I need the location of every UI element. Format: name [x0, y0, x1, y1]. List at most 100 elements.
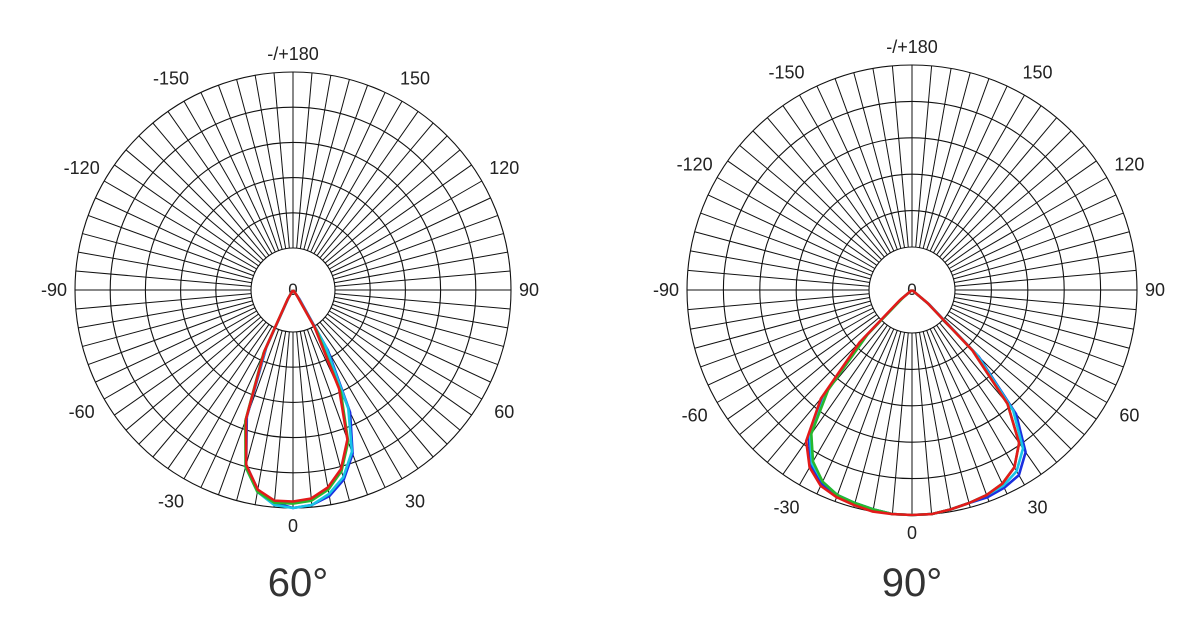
grid-spoke — [87, 214, 254, 277]
grid-spoke — [942, 130, 1072, 260]
polar-chart-90: 90° -/+180 -150 150 -120 120 -90 90 -60 60 -30 30 0… — [653, 37, 1165, 605]
center-label: 0 — [288, 280, 297, 299]
center-label: 0 — [907, 280, 916, 299]
grid-spoke — [254, 75, 287, 249]
grid-spoke — [872, 68, 906, 248]
grid-spoke — [707, 307, 874, 386]
grid-spoke — [816, 85, 895, 252]
grid-spoke — [954, 269, 1137, 287]
grid-spoke — [700, 304, 872, 368]
angle-label: 0 — [288, 516, 298, 536]
angle-label: -/+180 — [886, 37, 938, 57]
grid-spoke — [700, 212, 872, 276]
grid-spoke — [939, 117, 1058, 258]
grid-spoke — [929, 85, 1008, 252]
grid-spoke — [939, 322, 1058, 463]
grid-spoke — [954, 296, 1134, 330]
grid-spoke — [167, 324, 270, 469]
grid-spoke — [946, 160, 1097, 266]
grid-spoke — [915, 332, 933, 515]
angle-label: -120 — [64, 158, 100, 178]
grid-spoke — [296, 331, 313, 508]
grid-spoke — [334, 251, 508, 284]
grid-spoke — [316, 324, 419, 469]
grid-spoke — [95, 307, 256, 383]
angle-label: 90 — [1145, 280, 1165, 300]
angle-label: -120 — [677, 155, 713, 175]
grid-spoke — [690, 296, 870, 330]
grid-spoke — [918, 332, 952, 512]
grid-spoke — [872, 332, 906, 512]
angle-label: 150 — [1022, 63, 1052, 83]
angle-label: 60 — [494, 402, 514, 422]
grid-spoke — [299, 75, 332, 249]
grid-spoke — [183, 326, 273, 480]
grid-spoke — [138, 319, 264, 445]
grid-spoke — [78, 251, 252, 284]
grid-spoke — [334, 293, 511, 310]
angle-label: -90 — [41, 280, 67, 300]
grid-spoke — [82, 300, 253, 347]
grid-spoke — [944, 317, 1085, 436]
series-curve-3 — [804, 289, 1021, 517]
grid-spoke — [853, 72, 902, 249]
grid-spoke — [727, 160, 878, 266]
grid-spoke — [95, 197, 256, 273]
grid-spoke — [327, 164, 472, 267]
grid-spoke — [752, 130, 882, 260]
grid-spoke — [918, 68, 952, 248]
grid-spoke — [316, 111, 419, 256]
grid-spoke — [933, 326, 1025, 486]
angle-label: -30 — [773, 497, 799, 517]
grid-spoke — [915, 65, 933, 248]
grid-spoke — [834, 78, 898, 250]
grid-spoke — [152, 321, 267, 458]
grid-spoke — [952, 212, 1124, 276]
polar-grid — [74, 71, 512, 509]
grid-spoke — [183, 100, 273, 254]
angle-label: 120 — [1114, 155, 1144, 175]
grid-spoke — [948, 177, 1108, 269]
grid-spoke — [953, 300, 1130, 349]
grid-spoke — [273, 331, 290, 508]
series-curve-3 — [244, 289, 349, 503]
grid-spoke — [333, 300, 504, 347]
grid-spoke — [929, 328, 1008, 495]
grid-spoke — [114, 164, 259, 267]
grid-spoke — [332, 214, 499, 277]
grid-spoke — [152, 122, 267, 259]
grid-spoke — [891, 65, 909, 248]
grid-spoke — [138, 135, 264, 261]
grid-spoke — [82, 233, 253, 280]
grid-spoke — [799, 94, 891, 254]
grid-spoke — [330, 307, 491, 383]
grid-spoke — [114, 313, 259, 416]
grid-spoke — [87, 303, 254, 366]
grid-spoke — [322, 135, 448, 261]
grid-spoke — [200, 92, 276, 253]
grid-spoke — [329, 180, 483, 270]
grid-spoke — [332, 303, 499, 366]
grid-spoke — [936, 105, 1042, 256]
grid-spoke — [236, 330, 283, 501]
grid-spoke — [310, 92, 386, 253]
grid-spoke — [782, 105, 888, 256]
angle-label: -150 — [768, 63, 804, 83]
grid-spoke — [944, 144, 1085, 263]
grid-spoke — [273, 72, 290, 249]
angle-label: -150 — [153, 69, 189, 89]
grid-spoke — [946, 314, 1097, 420]
grid-spoke — [329, 310, 483, 400]
angle-label: -60 — [69, 402, 95, 422]
grid-spoke — [330, 197, 491, 273]
grid-spoke — [333, 233, 504, 280]
grid-spoke — [306, 329, 369, 496]
grid-spoke — [306, 84, 369, 251]
grid-spoke — [834, 330, 898, 502]
chart-title-90: 90° — [882, 561, 943, 605]
grid-spoke — [324, 149, 461, 264]
grid-spoke — [950, 307, 1117, 386]
grid-spoke — [739, 144, 880, 263]
grid-spoke — [125, 149, 262, 264]
grid-spoke — [716, 177, 876, 269]
